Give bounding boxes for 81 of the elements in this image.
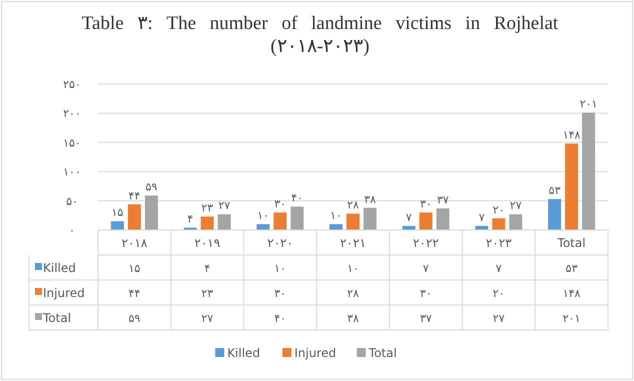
bar bbox=[110, 221, 124, 230]
bar bbox=[218, 214, 231, 230]
x-tick-label: ۲۰۲۲ bbox=[412, 236, 439, 250]
data-label: ۱۰ bbox=[347, 262, 359, 275]
legend-label: Killed bbox=[43, 261, 76, 275]
bar bbox=[200, 216, 214, 230]
text: Killed bbox=[227, 346, 260, 360]
data-label: ۳۰ bbox=[274, 287, 286, 300]
x-tick-label: ۲۰۲۰ bbox=[267, 236, 294, 250]
data-label: ۵۳ bbox=[566, 262, 578, 275]
bar bbox=[346, 214, 360, 230]
data-label: ۷ bbox=[496, 262, 502, 275]
bar bbox=[419, 212, 432, 230]
bar bbox=[330, 224, 342, 230]
bar bbox=[509, 214, 522, 230]
text: ۵۳ bbox=[548, 184, 560, 198]
bar bbox=[565, 144, 578, 230]
data-label: ۳۸ bbox=[347, 312, 359, 325]
text: ۳۰ bbox=[420, 197, 432, 210]
text: ۷ bbox=[406, 210, 412, 224]
data-label: ۱۵ bbox=[128, 262, 140, 275]
bar bbox=[128, 204, 141, 230]
data-label: ۳۷ bbox=[420, 312, 432, 325]
data-label: ۲۰ bbox=[492, 287, 505, 300]
text: ۲۸ bbox=[347, 198, 359, 212]
y-tick-label: ۰ bbox=[69, 224, 75, 237]
chart-subtitle: (۲۰۱۸-۲۰۲۳) bbox=[270, 36, 370, 57]
bar bbox=[582, 112, 596, 230]
bar bbox=[274, 212, 287, 230]
y-tick-label: ۱۰۰ bbox=[63, 166, 81, 179]
data-label: ۲۷ bbox=[492, 312, 505, 325]
data-label: ۲۸ bbox=[347, 287, 359, 300]
text: ۴ bbox=[187, 212, 194, 226]
text: ۴۴ bbox=[128, 189, 140, 202]
text: ۱۵ bbox=[112, 206, 124, 220]
x-tick-label: ۲۰۱۹ bbox=[194, 236, 220, 250]
bar bbox=[548, 199, 562, 230]
chart-title: Table ۳: The number of landmine victims in Rojhelat bbox=[82, 13, 559, 34]
data-label: ۴۴ bbox=[128, 287, 140, 300]
text: ۳۸ bbox=[364, 192, 376, 206]
data-label: ۷ bbox=[422, 262, 429, 275]
bar bbox=[144, 196, 158, 230]
text: ۵۹ bbox=[146, 180, 158, 194]
text: ۲۰ bbox=[492, 203, 505, 216]
text: ۲۷ bbox=[510, 199, 522, 212]
text: ۲۰۱ bbox=[580, 98, 598, 111]
text: Injured bbox=[294, 346, 336, 360]
text: ۲۷ bbox=[218, 199, 230, 212]
data-label: ۱۰ bbox=[274, 262, 286, 275]
x-tick-label: Total bbox=[556, 236, 586, 250]
text: ۴۰ bbox=[291, 192, 304, 205]
bar bbox=[436, 208, 450, 230]
text: ۲۳ bbox=[201, 202, 214, 215]
data-label: ۴۰ bbox=[274, 312, 286, 325]
bar bbox=[256, 224, 270, 230]
y-tick-label: ۲۰۰ bbox=[63, 107, 81, 120]
text: ۱۰ bbox=[257, 209, 270, 222]
text: ۷ bbox=[478, 210, 485, 224]
x-tick-label: ۲۰۱۸ bbox=[122, 236, 148, 250]
y-tick-label: ۲۵۰ bbox=[63, 78, 81, 91]
data-label: ۲۰۱ bbox=[562, 312, 580, 325]
legend-label: Injured bbox=[43, 286, 85, 300]
text: ۱۴۸ bbox=[562, 128, 580, 142]
data-label: ۱۴۸ bbox=[562, 287, 581, 300]
y-tick-label: ۵۰ bbox=[66, 194, 78, 208]
data-label: ۳۰ bbox=[420, 287, 432, 300]
bar bbox=[290, 206, 304, 230]
data-label: ۵۹ bbox=[128, 312, 140, 325]
bar bbox=[492, 218, 506, 230]
data-label: ۴ bbox=[204, 262, 210, 275]
x-tick-label: ۲۰۲۳ bbox=[486, 236, 512, 250]
x-tick-label: ۲۰۲۱ bbox=[340, 236, 366, 250]
y-tick-label: ۱۵۰ bbox=[63, 136, 81, 150]
bar bbox=[364, 208, 376, 230]
text: Total bbox=[368, 346, 397, 360]
data-label: ۲۳ bbox=[201, 287, 214, 300]
text: ۱۰ bbox=[330, 209, 342, 222]
legend-label: Total bbox=[42, 311, 72, 325]
text: ۳۰ bbox=[274, 197, 286, 210]
data-label: ۲۷ bbox=[201, 312, 214, 325]
text: ۳۷ bbox=[436, 193, 449, 206]
